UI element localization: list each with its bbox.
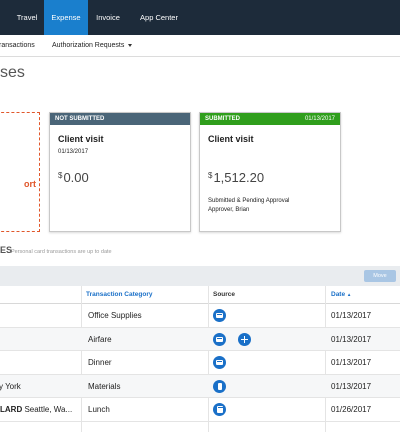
amount-value: 1,512.20 <box>213 170 265 185</box>
section-note: Personal card transactions are up to dat… <box>11 249 112 255</box>
column-header-date[interactable]: Date ▲ <box>331 286 351 304</box>
approver-name: Approver, Brian <box>208 207 250 213</box>
table-row[interactable]: y York Materials 01/13/2017 <box>0 374 400 398</box>
report-card-submitted[interactable]: SUBMITTED 01/13/2017 Client visit $1,512… <box>199 112 341 232</box>
column-header-category[interactable]: Transaction Category <box>86 291 153 298</box>
report-status-label: SUBMITTED <box>205 116 240 122</box>
row-category: Dinner <box>88 358 112 367</box>
row-vendor-location: Seattle, Wa... <box>22 405 73 414</box>
report-date: 01/13/2017 <box>58 149 89 155</box>
row-date: 01/13/2017 <box>331 381 372 391</box>
report-amount: $0.00 <box>58 170 89 185</box>
credit-card-icon[interactable] <box>213 332 226 346</box>
mobile-phone-icon[interactable] <box>213 379 226 393</box>
create-report-label: ort <box>24 179 36 189</box>
nav-app-center[interactable]: App Center <box>140 13 178 22</box>
chevron-down-icon <box>128 43 133 47</box>
row-date: 01/13/2017 <box>331 358 372 367</box>
table-header: Transaction Category Source Date ▲ <box>0 286 400 304</box>
credit-card-icon[interactable] <box>213 309 226 322</box>
page-title: ses <box>0 64 25 81</box>
column-divider <box>325 286 326 432</box>
amount-value: 0.00 <box>63 170 89 185</box>
table-row[interactable]: Airfare 01/13/2017 <box>0 327 400 351</box>
date-header-label: Date <box>331 291 346 298</box>
nav-travel[interactable]: Travel <box>16 13 38 22</box>
plus-circle-icon[interactable] <box>238 332 251 346</box>
row-category: Office Supplies <box>88 311 142 320</box>
row-category: Airfare <box>88 334 112 344</box>
credit-card-icon[interactable] <box>213 356 226 369</box>
currency-symbol: $ <box>208 171 213 180</box>
create-report-tile[interactable]: ort <box>0 112 40 232</box>
section-title: ES <box>0 245 13 255</box>
column-divider <box>208 286 209 432</box>
report-status-banner: NOT SUBMITTED <box>50 113 190 125</box>
nav-expense[interactable]: Expense <box>44 0 88 35</box>
currency-symbol: $ <box>58 171 63 180</box>
row-category: Lunch <box>88 405 110 414</box>
table-toolbar <box>0 266 400 286</box>
row-vendor-name: LARD <box>0 405 23 414</box>
subnav-authorization-requests[interactable]: Authorization Requests <box>52 35 133 57</box>
receipt-icon[interactable] <box>213 403 226 416</box>
column-divider <box>81 286 82 432</box>
report-approval-status: Submitted & Pending Approval Approver, B… <box>208 197 289 215</box>
table-row[interactable]: LARD Seattle, Wa... Lunch 01/26/2017 <box>0 398 400 422</box>
subnav-authorization-label: Authorization Requests <box>52 42 125 49</box>
top-nav: Travel Expense Invoice App Center <box>0 0 400 35</box>
report-name: Client visit <box>208 134 254 144</box>
report-name: Client visit <box>58 134 104 144</box>
row-category: Materials <box>88 381 121 391</box>
column-header-source[interactable]: Source <box>213 291 236 298</box>
row-vendor: y York <box>0 381 21 391</box>
report-submitted-date: 01/13/2017 <box>304 116 335 122</box>
row-date: 01/13/2017 <box>331 334 372 344</box>
approval-status-text: Submitted & Pending Approval <box>208 198 290 204</box>
nav-invoice[interactable]: Invoice <box>96 13 120 22</box>
row-date: 01/13/2017 <box>331 311 372 320</box>
report-amount: $1,512.20 <box>208 170 264 185</box>
sub-nav: ransactions Authorization Requests <box>0 35 400 57</box>
report-card-not-submitted[interactable]: NOT SUBMITTED Client visit 01/13/2017 $0… <box>49 112 191 232</box>
sort-ascending-icon: ▲ <box>346 292 352 297</box>
table-row[interactable]: Office Supplies 01/13/2017 <box>0 304 400 328</box>
report-status-label: NOT SUBMITTED <box>55 116 105 122</box>
subnav-transactions[interactable]: ransactions <box>0 42 35 49</box>
report-status-banner: SUBMITTED 01/13/2017 <box>200 113 340 125</box>
table-row[interactable]: Dinner 01/13/2017 <box>0 351 400 375</box>
move-button[interactable]: Move <box>364 270 396 282</box>
row-date: 01/26/2017 <box>331 405 372 414</box>
row-vendor: LARD Seattle, Wa... <box>0 398 72 421</box>
